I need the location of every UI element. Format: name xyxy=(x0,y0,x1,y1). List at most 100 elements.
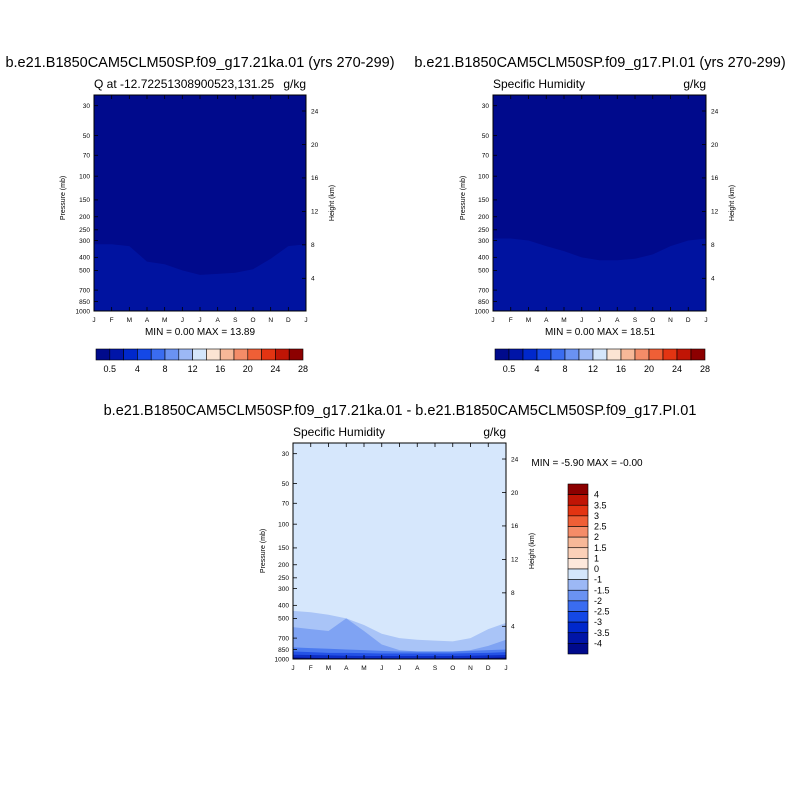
month-tick-label: N xyxy=(468,665,473,672)
colorbar-tick-label: 8 xyxy=(162,364,167,374)
colorbar-tick-label: 12 xyxy=(588,364,598,374)
colorbar-swatch xyxy=(550,348,566,361)
diff-colorbar-tick-label: -2 xyxy=(594,596,602,606)
panel-b-y-axis-title: Pressure (mb) xyxy=(460,176,467,220)
month-tick-label: N xyxy=(668,317,673,324)
month-tick-label: J xyxy=(181,317,184,324)
colorbar-swatch xyxy=(634,348,650,361)
panel-b-minmax: MIN = 0.00 MAX = 18.51 xyxy=(545,327,655,338)
colorbar-tick-label: 16 xyxy=(215,364,225,374)
colorbar-swatch xyxy=(109,348,124,361)
pressure-tick-label: 400 xyxy=(79,255,90,262)
diff-colorbar-tick-label: -3.5 xyxy=(594,628,610,638)
month-tick-label: J xyxy=(198,317,201,324)
colorbar-swatch xyxy=(206,348,221,361)
month-tick-label: A xyxy=(615,317,620,324)
height-tick-label: 20 xyxy=(511,490,519,497)
panel-case-a: b.e21.B1850CAM5CLM50SP.f09_g17.21ka.01 (… xyxy=(5,55,394,374)
month-tick-label: F xyxy=(110,317,114,324)
height-tick-label: 24 xyxy=(511,456,519,463)
contour-band-0p5 xyxy=(493,238,706,311)
month-tick-label: J xyxy=(598,317,601,324)
contour-band-neg1p5 xyxy=(293,618,506,659)
month-tick-label: M xyxy=(326,665,331,672)
colorbar-swatch xyxy=(606,348,622,361)
diff-colorbar-swatch xyxy=(567,579,589,591)
colorbar-tick-label: 20 xyxy=(243,364,253,374)
diff-colorbar-swatch xyxy=(567,600,589,612)
pressure-tick-label: 250 xyxy=(79,227,90,234)
diff-colorbar-swatch xyxy=(567,643,589,655)
diff-colorbar-swatch xyxy=(567,632,589,644)
colorbar-swatch xyxy=(261,348,276,361)
contour-band-0p5 xyxy=(94,244,306,311)
colorbar-tick-label: 4 xyxy=(534,364,539,374)
height-tick-label: 20 xyxy=(311,142,319,149)
pressure-tick-label: 700 xyxy=(79,287,90,294)
diff-colorbar-tick-label: -1.5 xyxy=(594,585,610,595)
panel-a-minmax: MIN = 0.00 MAX = 13.89 xyxy=(145,327,255,338)
pressure-tick-label: 300 xyxy=(79,238,90,245)
month-tick-label: D xyxy=(686,317,691,324)
height-tick-label: 4 xyxy=(511,624,515,631)
diff-colorbar-swatch xyxy=(567,558,589,570)
height-tick-label: 24 xyxy=(711,108,719,115)
diff-colorbar-tick-label: -1 xyxy=(594,575,602,585)
colorbar-swatch xyxy=(123,348,138,361)
panel-a-y-axis-title: Pressure (mb) xyxy=(60,176,67,220)
height-tick-label: 16 xyxy=(711,175,719,182)
month-tick-label: S xyxy=(233,317,238,324)
month-tick-label: A xyxy=(215,317,220,324)
pressure-tick-label: 1000 xyxy=(275,656,290,663)
pressure-tick-label: 30 xyxy=(482,103,490,110)
diff-colorbar-swatch xyxy=(567,547,589,559)
month-tick-label: M xyxy=(361,665,366,672)
diff-colorbar-tick-label: 2.5 xyxy=(594,522,607,532)
diff-colorbar-swatch xyxy=(567,526,589,538)
diff-colorbar-tick-label: 1 xyxy=(594,553,599,563)
pressure-tick-label: 50 xyxy=(482,133,490,140)
month-tick-label: F xyxy=(309,665,313,672)
pressure-tick-label: 70 xyxy=(482,153,490,160)
month-tick-label: D xyxy=(286,317,291,324)
month-tick-label: J xyxy=(380,665,383,672)
pressure-tick-label: 300 xyxy=(478,238,489,245)
colorbar-tick-label: 0.5 xyxy=(104,364,117,374)
month-tick-label: M xyxy=(162,317,167,324)
month-tick-label: J xyxy=(304,317,307,324)
panel-case-b: b.e21.B1850CAM5CLM50SP.f09_g17.PI.01 (yr… xyxy=(414,55,785,374)
colorbar-swatch xyxy=(648,348,664,361)
month-tick-label: J xyxy=(291,665,294,672)
panel-b-left-label: Specific Humidity xyxy=(493,77,585,91)
colorbar-swatch xyxy=(137,348,152,361)
pressure-tick-label: 850 xyxy=(278,647,289,654)
panel-a-colorbar: 0.5 4 8 12 16 20 24 28 xyxy=(95,348,308,374)
colorbar-swatch xyxy=(150,348,166,361)
height-tick-label: 16 xyxy=(511,523,519,530)
month-tick-label: D xyxy=(486,665,491,672)
month-tick-label: J xyxy=(398,665,401,672)
panel-b-plot: 30 50 70 100 150 200 250 300 400 500 700 850 1000 24 2… xyxy=(475,94,736,324)
month-tick-label: F xyxy=(509,317,513,324)
panel-difference: b.e21.B1850CAM5CLM50SP.f09_g17.21ka.01 -… xyxy=(104,403,697,672)
diff-colorbar-swatch xyxy=(567,568,589,580)
colorbar-swatch xyxy=(690,348,706,361)
height-tick-label: 8 xyxy=(311,242,315,249)
colorbar-swatch xyxy=(288,348,304,361)
pressure-tick-label: 1000 xyxy=(76,308,91,315)
diff-colorbar-swatch xyxy=(567,536,589,549)
month-tick-label: J xyxy=(704,317,707,324)
pressure-tick-label: 250 xyxy=(278,575,289,582)
pressure-tick-label: 100 xyxy=(79,173,90,180)
diff-colorbar-swatch xyxy=(567,589,589,602)
height-tick-label: 12 xyxy=(311,209,319,216)
month-tick-label: M xyxy=(127,317,132,324)
pressure-tick-label: 850 xyxy=(79,299,90,306)
colorbar-swatch xyxy=(592,348,608,361)
diff-colorbar-tick-label: 2 xyxy=(594,532,599,542)
colorbar-swatch xyxy=(178,348,193,361)
height-tick-label: 12 xyxy=(711,209,719,216)
pressure-tick-label: 850 xyxy=(478,299,489,306)
colorbar-swatch xyxy=(247,348,262,361)
